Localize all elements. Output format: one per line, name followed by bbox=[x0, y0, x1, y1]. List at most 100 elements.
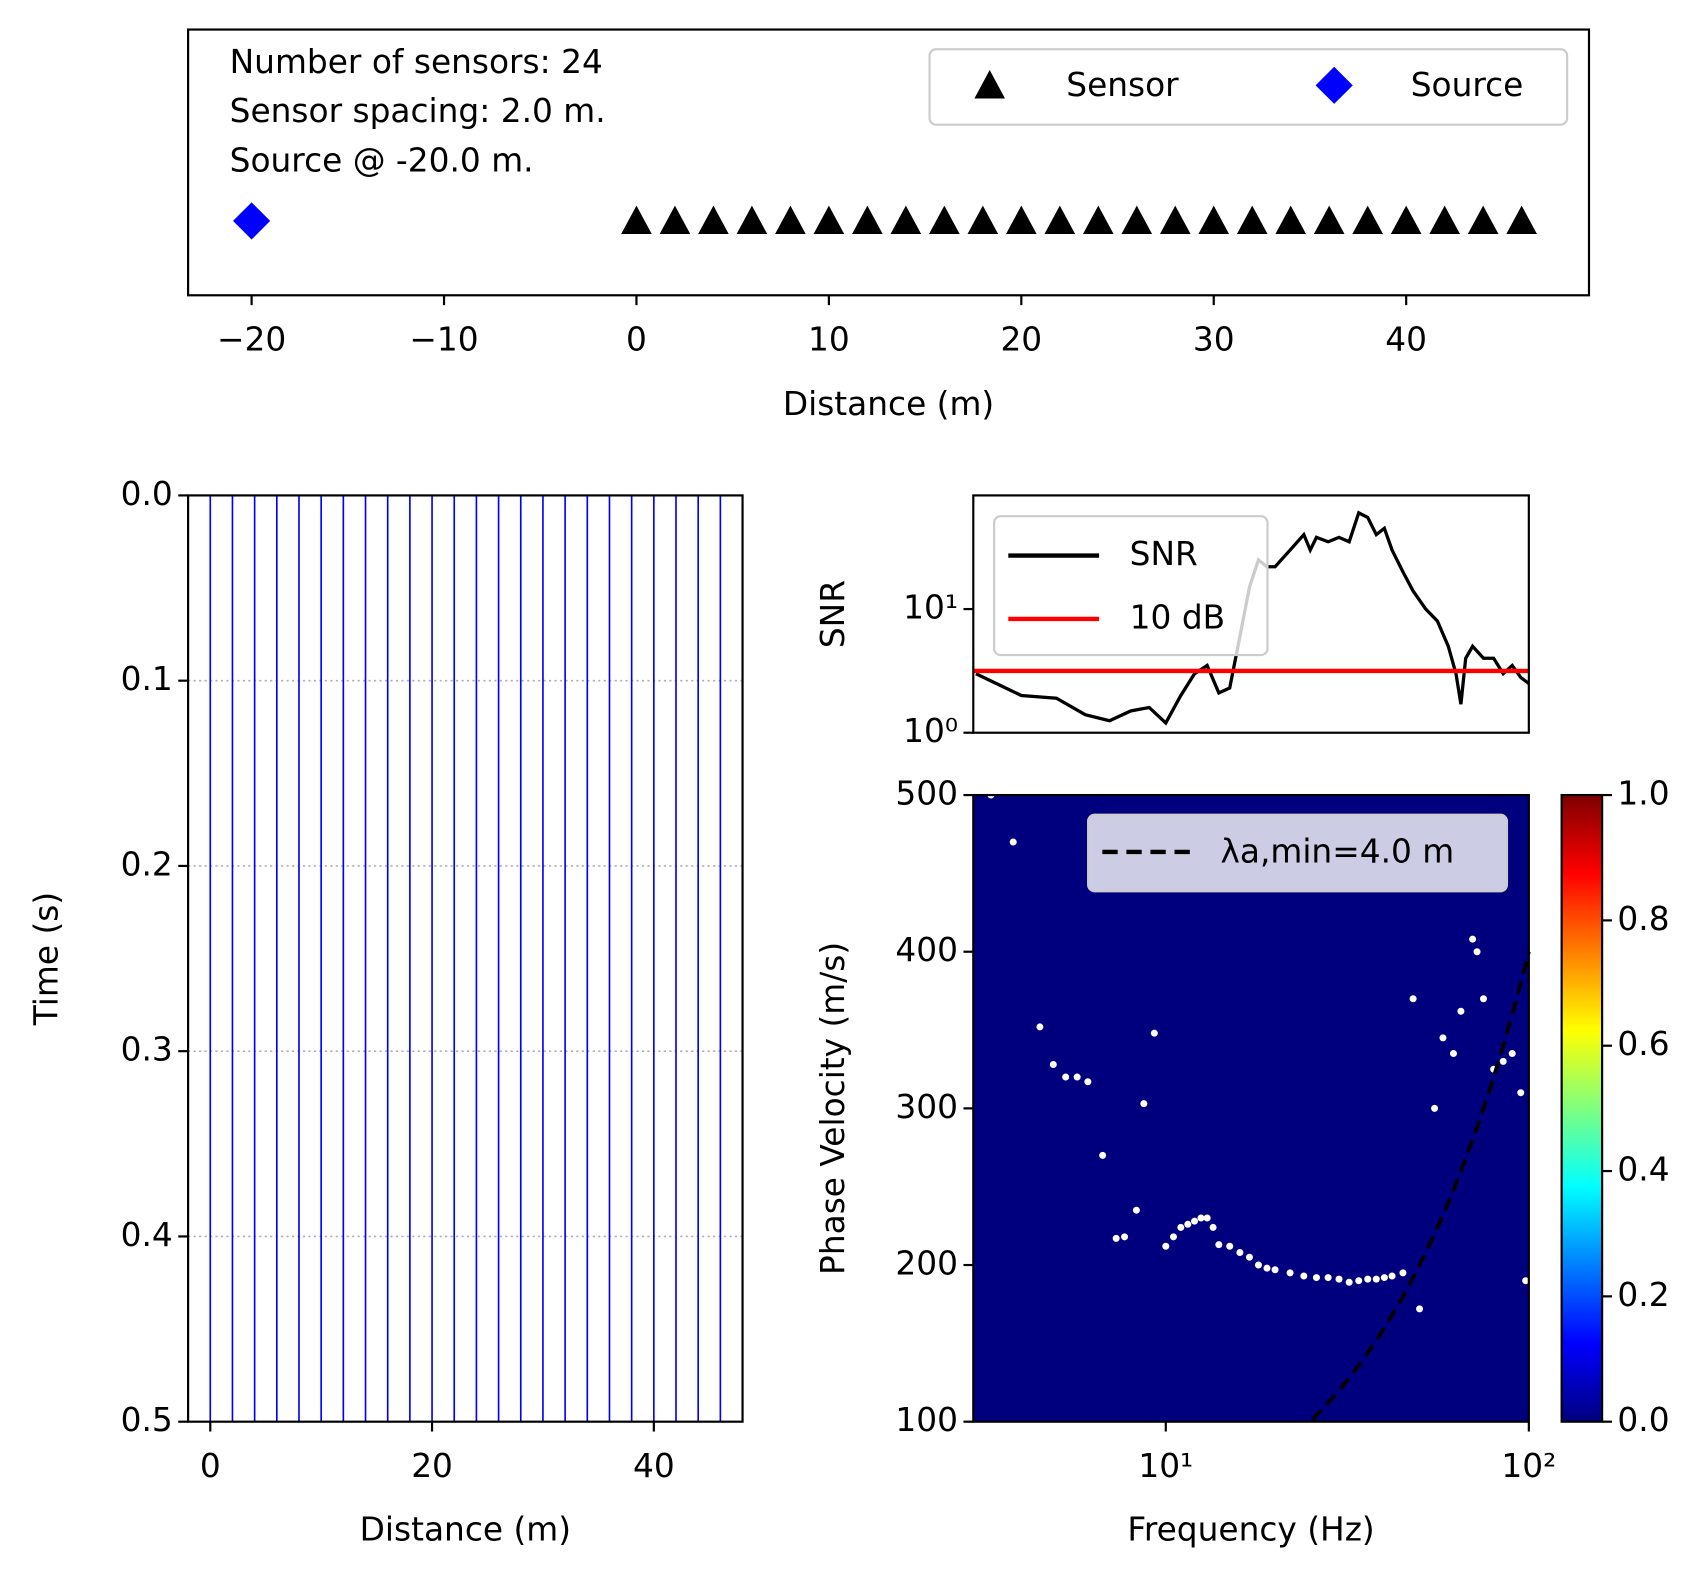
pick bbox=[1431, 1104, 1439, 1112]
pick bbox=[1009, 838, 1017, 846]
colorbar-tick-label: 0.2 bbox=[1617, 1276, 1669, 1314]
legend-label: 10 dB bbox=[1130, 598, 1225, 636]
x-axis-label: Distance (m) bbox=[783, 385, 994, 423]
pick bbox=[1062, 1073, 1070, 1081]
legend-label: SNR bbox=[1130, 535, 1198, 573]
x-tick-label: 40 bbox=[1385, 321, 1427, 359]
legend-label: λa,min=4.0 m bbox=[1220, 833, 1454, 871]
y-tick-label: 400 bbox=[895, 931, 958, 969]
x-tick-label: 20 bbox=[411, 1447, 453, 1485]
sensor-marker bbox=[1467, 205, 1499, 235]
sensor-marker bbox=[621, 205, 652, 235]
series-line bbox=[975, 510, 1530, 726]
sensor-marker bbox=[1006, 205, 1037, 235]
sensor-marker bbox=[1198, 205, 1230, 235]
sensor-marker bbox=[1159, 205, 1191, 235]
pick bbox=[1132, 1206, 1140, 1214]
pick bbox=[1479, 995, 1487, 1003]
x-axis-label: Frequency (Hz) bbox=[1127, 1511, 1374, 1549]
pick bbox=[1191, 1217, 1199, 1225]
x-tick-label: 0 bbox=[200, 1447, 221, 1485]
pick bbox=[1355, 1277, 1363, 1285]
pick bbox=[1226, 1242, 1234, 1250]
pick bbox=[1499, 1057, 1507, 1065]
y-tick-label: 0.0 bbox=[121, 475, 173, 513]
sensor-marker bbox=[813, 205, 845, 235]
pick bbox=[1449, 1050, 1457, 1058]
pick bbox=[1150, 1029, 1158, 1037]
axes-frame bbox=[972, 494, 1530, 734]
pick bbox=[1271, 1266, 1279, 1274]
y-tick-label: 0.2 bbox=[121, 845, 173, 883]
colorbar-tick-label: 0.6 bbox=[1617, 1025, 1669, 1063]
sensor-marker bbox=[1390, 205, 1422, 235]
sensor-marker bbox=[1506, 205, 1537, 235]
y-axis-label: Phase Velocity (m/s) bbox=[814, 942, 852, 1275]
pick bbox=[1312, 1274, 1320, 1282]
x-tick-label: 10¹ bbox=[1138, 1447, 1193, 1485]
pick bbox=[1112, 1234, 1120, 1242]
sensor-marker bbox=[1275, 205, 1307, 235]
x-tick-label: 10 bbox=[808, 321, 850, 359]
y-tick-label: 200 bbox=[895, 1245, 958, 1283]
sensor-marker bbox=[659, 205, 691, 235]
sensor-marker bbox=[1352, 205, 1384, 235]
pick bbox=[1197, 1214, 1205, 1222]
sensor-marker bbox=[1429, 205, 1460, 235]
legend-label: Source bbox=[1411, 66, 1524, 104]
pick bbox=[1184, 1220, 1192, 1228]
colorbar-tick-label: 1.0 bbox=[1617, 775, 1669, 813]
y-tick-label: 0.3 bbox=[121, 1031, 173, 1069]
sensor-marker bbox=[698, 205, 729, 235]
pick bbox=[1099, 1151, 1107, 1159]
x-tick-label: 30 bbox=[1193, 321, 1235, 359]
sensor-marker bbox=[929, 205, 960, 235]
pick bbox=[1236, 1248, 1244, 1256]
x-tick-label: 40 bbox=[633, 1447, 675, 1485]
pick bbox=[1036, 1023, 1044, 1031]
pick bbox=[1399, 1269, 1407, 1277]
y-tick-label: 10¹ bbox=[903, 589, 958, 627]
sensor-marker bbox=[1313, 205, 1345, 235]
legend-marker bbox=[974, 70, 1006, 99]
pick bbox=[1162, 1242, 1170, 1250]
pick bbox=[1300, 1272, 1308, 1280]
legend-box bbox=[928, 48, 1569, 126]
pick bbox=[1177, 1223, 1185, 1231]
pick bbox=[1473, 948, 1481, 956]
pick bbox=[1469, 935, 1477, 943]
pick bbox=[1286, 1269, 1294, 1277]
pick bbox=[1121, 1233, 1129, 1241]
legend-label: Sensor bbox=[1066, 66, 1179, 104]
pick bbox=[1169, 1233, 1177, 1241]
source-marker bbox=[233, 202, 271, 240]
y-tick-label: 0.4 bbox=[121, 1216, 173, 1254]
pick bbox=[1380, 1274, 1388, 1282]
colorbar-tick-label: 0.4 bbox=[1617, 1151, 1669, 1189]
pick bbox=[1439, 1034, 1447, 1042]
sensor-marker bbox=[1082, 205, 1114, 235]
x-tick-label: −10 bbox=[409, 321, 478, 359]
pick bbox=[1203, 1214, 1211, 1222]
axes-frame bbox=[187, 494, 744, 1423]
pick bbox=[1049, 1061, 1057, 1069]
sensor-marker bbox=[1236, 205, 1268, 235]
pick bbox=[1345, 1278, 1353, 1286]
colorbar-tick-label: 0.0 bbox=[1617, 1401, 1669, 1439]
y-tick-label: 0.1 bbox=[121, 660, 173, 698]
pick bbox=[1140, 1100, 1148, 1108]
x-tick-label: 0 bbox=[626, 321, 647, 359]
y-tick-label: 500 bbox=[895, 775, 958, 813]
pick bbox=[1245, 1253, 1253, 1261]
annotation: Source @ -20.0 m. bbox=[230, 141, 534, 179]
colorbar bbox=[1561, 795, 1603, 1422]
axes-frame bbox=[187, 28, 1591, 297]
pick bbox=[1457, 1007, 1465, 1015]
pick bbox=[1335, 1275, 1343, 1283]
annotation: Sensor spacing: 2.0 m. bbox=[230, 92, 606, 130]
pick bbox=[1209, 1223, 1217, 1231]
x-tick-label: −20 bbox=[217, 321, 286, 359]
sensor-marker bbox=[890, 205, 922, 235]
pick bbox=[1084, 1078, 1092, 1086]
